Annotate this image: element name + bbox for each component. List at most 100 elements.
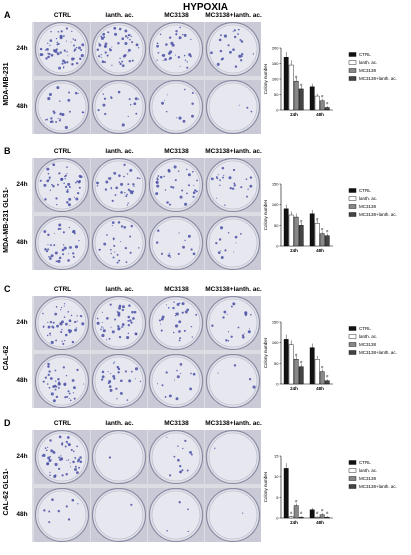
y-tick-label: 15: [274, 454, 279, 459]
bar: [288, 214, 294, 247]
bar: [283, 208, 289, 247]
culture-plate: [91, 80, 147, 134]
bar: [314, 516, 320, 519]
row-label: 24h: [16, 453, 28, 460]
culture-plate: [205, 296, 261, 350]
y-tick-label: 100: [272, 202, 279, 207]
culture-plate: [205, 430, 261, 484]
y-axis-label: Colony number: [263, 471, 268, 502]
legend-label: CTRL: [359, 52, 371, 57]
significance-mark: #: [295, 74, 298, 79]
bar: [319, 100, 325, 111]
column-header: MC3138+lanth. ac.: [205, 148, 262, 155]
legend-swatch: [348, 476, 357, 481]
culture-plate: [34, 354, 90, 408]
column-header: MC3138+lanth. ac.: [205, 12, 262, 19]
bar: [319, 514, 325, 519]
column-header: MC3138+lanth. ac.: [205, 420, 262, 427]
culture-plate: [34, 430, 90, 484]
bar: [298, 516, 304, 519]
figure-panel: B MDA-MB-231 GLS1- CTRL lanth. ac. MC3138 MC3…: [0, 146, 411, 283]
significance-mark: #: [300, 218, 303, 223]
bar: [314, 223, 320, 247]
bar: [293, 80, 299, 111]
bar: [288, 64, 294, 111]
y-tick-label: 50: [274, 361, 279, 366]
legend-swatch: [348, 484, 357, 489]
y-tick-label: 0: [276, 108, 279, 113]
significance-mark: #: [321, 508, 324, 513]
bar: [314, 95, 320, 111]
legend-swatch: [348, 468, 357, 473]
legend-swatch: [348, 68, 357, 73]
legend-swatch: [348, 52, 357, 57]
row-label: 24h: [16, 319, 28, 326]
significance-mark: #: [290, 510, 293, 515]
cell-line-label: CAL-62 GLS1-: [2, 468, 10, 516]
bar: [283, 339, 289, 385]
bar: [324, 380, 330, 385]
y-axis-label: Colony number: [263, 337, 268, 368]
legend-label: MC3138+lanth. ac.: [359, 350, 397, 355]
legend-swatch: [348, 204, 357, 209]
bar: [298, 225, 304, 247]
y-tick-label: 0: [276, 244, 279, 249]
x-tick-label: 24h: [290, 386, 298, 391]
bar: [298, 366, 304, 385]
significance-mark: #: [326, 510, 329, 515]
bar-chart: Colony number 0 50 100 150 # #24h # #48h CTRL lant…: [263, 312, 403, 402]
panel-letter: C: [4, 284, 11, 294]
figure-panel: C CAL-62 CTRL lanth. ac. MC3138 MC3138+lanth.…: [0, 284, 411, 421]
bar: [293, 359, 299, 385]
culture-plate: [205, 216, 261, 270]
panel-letter: D: [4, 418, 11, 428]
legend-swatch: [348, 334, 357, 339]
x-tick-label: 48h: [316, 112, 324, 117]
bar: [324, 235, 330, 247]
bar: [324, 107, 330, 111]
culture-plate: [205, 80, 261, 134]
y-tick-label: 150: [272, 320, 279, 325]
y-tick-label: 200: [272, 46, 279, 51]
x-tick-label: 48h: [316, 248, 324, 253]
y-tick-label: 5: [276, 495, 279, 500]
legend-label: MC3138: [359, 68, 377, 73]
y-tick-label: 100: [272, 77, 279, 82]
significance-mark: #: [321, 365, 324, 370]
bar: [293, 505, 299, 519]
column-header: CTRL: [53, 148, 72, 155]
legend-swatch: [348, 196, 357, 201]
legend-swatch: [348, 188, 357, 193]
y-tick-label: 100: [272, 340, 279, 345]
column-header: MC3138+lanth. ac.: [205, 286, 262, 293]
figure-panel: D CAL-62 GLS1- CTRL lanth. ac. MC3138 MC3138+…: [0, 418, 411, 555]
column-header: MC3138: [164, 420, 189, 427]
legend-label: CTRL: [359, 460, 371, 465]
significance-mark: #: [300, 510, 303, 515]
legend-label: MC3138+lanth. ac.: [359, 76, 397, 81]
column-header: CTRL: [53, 286, 72, 293]
panel-letter: A: [4, 10, 11, 20]
legend-swatch: [348, 212, 357, 217]
bar: [293, 216, 299, 247]
culture-plate: [34, 22, 90, 76]
y-tick-label: 0: [276, 516, 279, 521]
bar: [309, 86, 315, 111]
legend-swatch: [348, 60, 357, 65]
significance-mark: #: [295, 352, 298, 357]
legend-swatch: [348, 342, 357, 347]
legend-label: lanth. ac.: [359, 334, 377, 339]
bar: [309, 213, 315, 247]
bar: [309, 509, 315, 519]
y-tick-label: 150: [272, 182, 279, 187]
cell-line-label: MDA-MB-231: [2, 62, 10, 106]
culture-plate: [34, 216, 90, 270]
bar: [288, 516, 294, 519]
culture-plate: [91, 216, 147, 270]
significance-mark: #: [321, 94, 324, 99]
column-header: MC3138: [164, 286, 189, 293]
bar: [288, 344, 294, 385]
legend-label: CTRL: [359, 188, 371, 193]
culture-plate: [148, 158, 204, 212]
bar: [283, 57, 289, 111]
